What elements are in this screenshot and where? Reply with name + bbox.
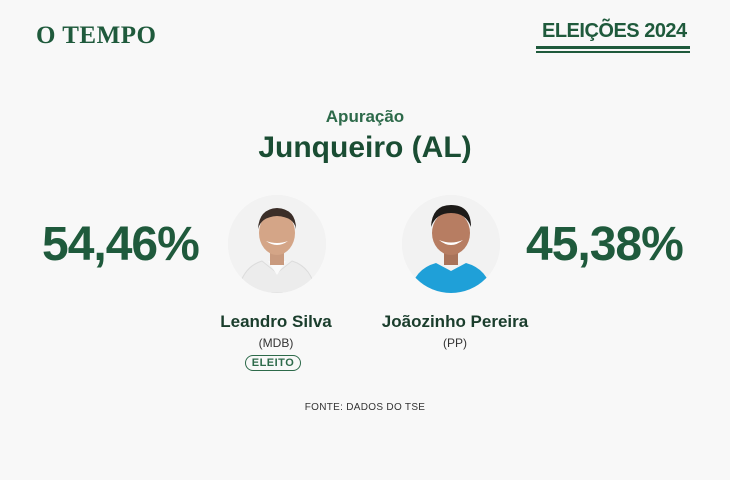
candidate-1-name: Leandro Silva — [220, 312, 332, 331]
source-note: FONTE: DADOS DO TSE — [304, 402, 426, 413]
candidate-1-percent: 54,46% — [42, 218, 200, 271]
candidate-1-avatar — [228, 195, 326, 293]
candidate-2-avatar — [402, 195, 500, 293]
page-title: Junqueiro (AL) — [258, 131, 472, 164]
candidate-1-party: (MDB) — [258, 336, 294, 350]
section-kicker: Apuração — [325, 107, 405, 126]
candidate-1-photo — [228, 195, 326, 293]
elections-label: ELEIÇÕES 2024 — [542, 20, 687, 42]
candidate-2-percent: 45,38% — [526, 218, 684, 271]
candidate-2-name: Joãozinho Pereira — [381, 312, 529, 331]
elections-underline-thin — [536, 51, 690, 53]
elections-underline — [536, 46, 690, 49]
candidate-2-photo — [402, 195, 500, 293]
elected-badge: ELEITO — [245, 355, 301, 371]
candidate-2-party: (PP) — [443, 336, 467, 350]
brand-logo: O TEMPO — [36, 22, 157, 49]
elections-logo: ELEIÇÕES 2024 — [536, 18, 692, 54]
